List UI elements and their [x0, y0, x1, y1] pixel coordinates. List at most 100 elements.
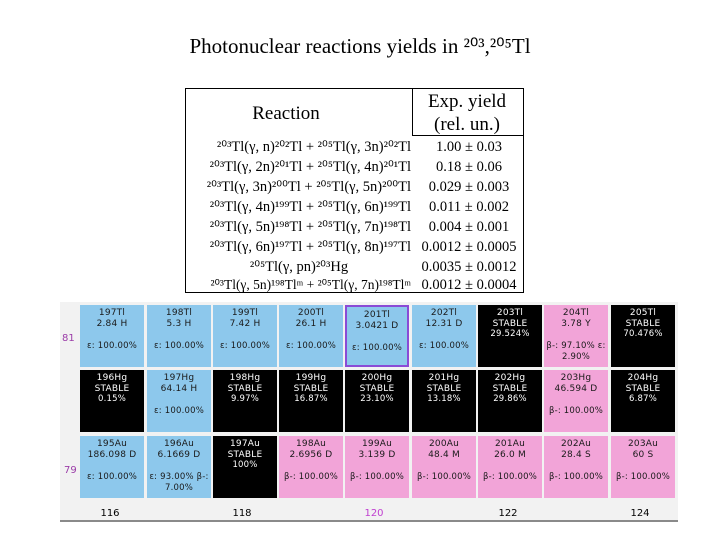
nuclide-name: 199Tl: [231, 308, 259, 318]
nuclide-halflife: 6.1669 D: [157, 449, 201, 460]
nuclide-cell-199hg[interactable]: 199Hg STABLE 16.87%: [279, 370, 343, 432]
nuclide-decay: 6.87%: [628, 394, 657, 404]
nuclide-halflife: STABLE: [293, 383, 329, 394]
nuclide-name: 195Au: [96, 439, 128, 449]
nuclide-halflife: 26.1 H: [295, 318, 327, 329]
nuclide-cell-201hg[interactable]: 201Hg STABLE 13.18%: [412, 370, 476, 432]
table-row: ²⁰³Tl(γ, 4n)¹⁹⁹Tl + ²⁰⁵Tl(γ, 6n)¹⁹⁹Tl 0.…: [186, 197, 523, 217]
nuclide-decay: 29.86%: [493, 394, 527, 404]
nuclide-halflife: 7.42 H: [229, 318, 261, 329]
nuclide-name: 200Tl: [297, 308, 325, 318]
nuclide-name: 204Hg: [627, 373, 659, 383]
slide-title: Photonuclear reactions yields in ²⁰³,²⁰⁵…: [189, 34, 531, 58]
nuclide-name: 203Tl: [496, 308, 524, 318]
yield-cell: 0.18 ± 0.06: [436, 159, 502, 175]
header-underline: [412, 135, 523, 136]
nuclide-cell-203hg[interactable]: 203Hg 46.594 D β-: 100.00%: [544, 370, 608, 432]
nuclide-halflife: STABLE: [492, 318, 528, 329]
nuclide-halflife: STABLE: [359, 383, 395, 394]
nuclide-cell-202tl[interactable]: 202Tl 12.31 D ε: 100.00%: [412, 305, 476, 367]
nuclide-name: 198Tl: [165, 308, 193, 318]
reaction-cell: ²⁰³Tl(γ, 3n)²⁰⁰Tl + ²⁰⁵Tl(γ, 5n)²⁰⁰Tl: [206, 179, 411, 195]
nuclide-cell-199tl[interactable]: 199Tl 7.42 H ε: 100.00%: [213, 305, 277, 367]
n-axis-bar: [60, 520, 678, 522]
nuclide-name: 199Au: [361, 439, 393, 449]
nuclide-name: 202Tl: [430, 308, 458, 318]
nuclide-decay: 23.10%: [360, 394, 394, 404]
nuclide-cell-199au[interactable]: 199Au 3.139 D β-: 100.00%: [345, 436, 409, 498]
nuclide-name: 201Au: [494, 439, 526, 449]
nuclide-halflife: 3.0421 D: [355, 320, 399, 331]
nuclide-halflife: 60 S: [632, 449, 654, 460]
nuclide-name: 199Hg: [295, 373, 327, 383]
header-reaction: Reaction: [252, 103, 320, 124]
nuclide-cell-203au[interactable]: 203Au 60 S β-: 100.00%: [611, 436, 675, 498]
nuclide-cell-200tl[interactable]: 200Tl 26.1 H ε: 100.00%: [279, 305, 343, 367]
nuclide-halflife: STABLE: [625, 318, 661, 329]
nuclide-decay: ε: 100.00%: [286, 341, 336, 351]
yield-cell: 0.004 ± 0.001: [428, 219, 510, 235]
yield-table: Reaction Exp. yield (rel. un.) ²⁰³Tl(γ, …: [185, 88, 524, 293]
nuclide-cell-198au[interactable]: 198Au 2.6956 D β-: 100.00%: [279, 436, 343, 498]
nuclide-cell-197hg[interactable]: 197Hg 64.14 H ε: 100.00%: [147, 370, 211, 432]
nuclide-cell-205tl[interactable]: 205Tl STABLE 70.476%: [611, 305, 675, 367]
nuclide-cell-195au[interactable]: 195Au 186.098 D ε: 100.00%: [80, 436, 144, 498]
nuclide-cell-197tl[interactable]: 197Tl 2.84 H ε: 100.00%: [80, 305, 144, 367]
nuclide-cell-196hg[interactable]: 196Hg STABLE 0.15%: [80, 370, 144, 432]
nuclide-decay: β-: 100.00%: [548, 472, 604, 482]
table-row: ²⁰³Tl(γ, 5n)¹⁹⁸Tl + ²⁰⁵Tl(γ, 7n)¹⁹⁸Tl 0.…: [186, 217, 523, 237]
nuclide-halflife: 12.31 D: [425, 318, 463, 329]
nuclide-cell-201au[interactable]: 201Au 26.0 M β-: 100.00%: [478, 436, 542, 498]
nuclide-name: 197Tl: [98, 308, 126, 318]
nuclide-decay: 13.18%: [427, 394, 461, 404]
nuclide-halflife: 48.4 M: [428, 449, 460, 460]
nuclide-name: 198Au: [295, 439, 327, 449]
nuclide-name: 196Au: [163, 439, 195, 449]
nuclide-decay: β-: 100.00%: [548, 406, 604, 416]
reaction-cell: ²⁰³Tl(γ, 4n)¹⁹⁹Tl + ²⁰⁵Tl(γ, 6n)¹⁹⁹Tl: [209, 199, 411, 215]
nuclide-halflife: STABLE: [227, 383, 263, 394]
nuclide-halflife: STABLE: [426, 383, 462, 394]
nuclide-halflife: 28.4 S: [561, 449, 591, 460]
nuclide-halflife: 3.139 D: [358, 449, 396, 460]
nuclide-decay: β-: 97.10% ε: 2.90%: [546, 341, 606, 362]
n-label-122: 122: [498, 508, 518, 519]
reaction-cell: ²⁰³Tl(γ, 5n)¹⁹⁸Tl + ²⁰⁵Tl(γ, 7n)¹⁹⁸Tl: [209, 219, 411, 235]
yield-cell: 0.029 ± 0.003: [428, 179, 510, 195]
nuclide-decay: β-: 100.00%: [482, 472, 538, 482]
nuclide-decay: 16.87%: [294, 394, 328, 404]
nuclide-cell-203tl[interactable]: 203Tl STABLE 29.524%: [478, 305, 542, 367]
nuclide-cell-204tl[interactable]: 204Tl 3.78 Y β-: 97.10% ε: 2.90%: [544, 305, 608, 367]
yield-cell: 0.0012 ± 0.0004: [421, 277, 517, 293]
nuclide-decay: ε: 93.00% β-: 7.00%: [149, 472, 209, 493]
nuclide-decay: β-: 100.00%: [349, 472, 405, 482]
nuclide-halflife: 46.594 D: [554, 383, 598, 394]
nuclide-name: 203Au: [627, 439, 659, 449]
nuclide-name: 196Hg: [96, 373, 128, 383]
nuclide-decay: β-: 100.00%: [416, 472, 472, 482]
nuclide-halflife: STABLE: [625, 383, 661, 394]
nuclide-cell-198tl[interactable]: 198Tl 5.3 H ε: 100.00%: [147, 305, 211, 367]
table-row: ²⁰³Tl(γ, n)²⁰²Tl + ²⁰⁵Tl(γ, 3n)²⁰²Tl 1.0…: [186, 137, 523, 157]
nuclide-decay: ε: 100.00%: [419, 341, 469, 351]
nuclide-cell-202au[interactable]: 202Au 28.4 S β-: 100.00%: [544, 436, 608, 498]
nuclide-cell-197au[interactable]: 197Au STABLE 100%: [213, 436, 277, 498]
yield-cell: 0.011 ± 0.002: [429, 199, 509, 215]
nuclide-cell-204hg[interactable]: 204Hg STABLE 6.87%: [611, 370, 675, 432]
reaction-cell: ²⁰³Tl(γ, n)²⁰²Tl + ²⁰⁵Tl(γ, 3n)²⁰²Tl: [216, 139, 411, 155]
nuclide-cell-198hg[interactable]: 198Hg STABLE 9.97%: [213, 370, 277, 432]
nuclide-name: 200Au: [428, 439, 460, 449]
header-yield: Exp. yield (rel. un.): [427, 91, 507, 135]
nuclide-decay: ε: 100.00%: [87, 472, 137, 482]
nuclide-cell-200au[interactable]: 200Au 48.4 M β-: 100.00%: [412, 436, 476, 498]
nuclide-cell-196au[interactable]: 196Au 6.1669 D ε: 93.00% β-: 7.00%: [147, 436, 211, 498]
nuclide-cell-202hg[interactable]: 202Hg STABLE 29.86%: [478, 370, 542, 432]
nuclide-cell-200hg[interactable]: 200Hg STABLE 23.10%: [345, 370, 409, 432]
nuclide-decay: 100%: [232, 460, 258, 470]
nuclide-cell-201tl[interactable]: 201Tl 3.0421 D ε: 100.00%: [345, 305, 409, 367]
nuclide-halflife: 26.0 M: [494, 449, 526, 460]
yield-cell: 0.0035 ± 0.0012: [421, 259, 517, 275]
nuclide-decay: 70.476%: [623, 329, 663, 339]
nuclide-halflife: STABLE: [227, 449, 263, 460]
nuclide-halflife: 5.3 H: [166, 318, 192, 329]
